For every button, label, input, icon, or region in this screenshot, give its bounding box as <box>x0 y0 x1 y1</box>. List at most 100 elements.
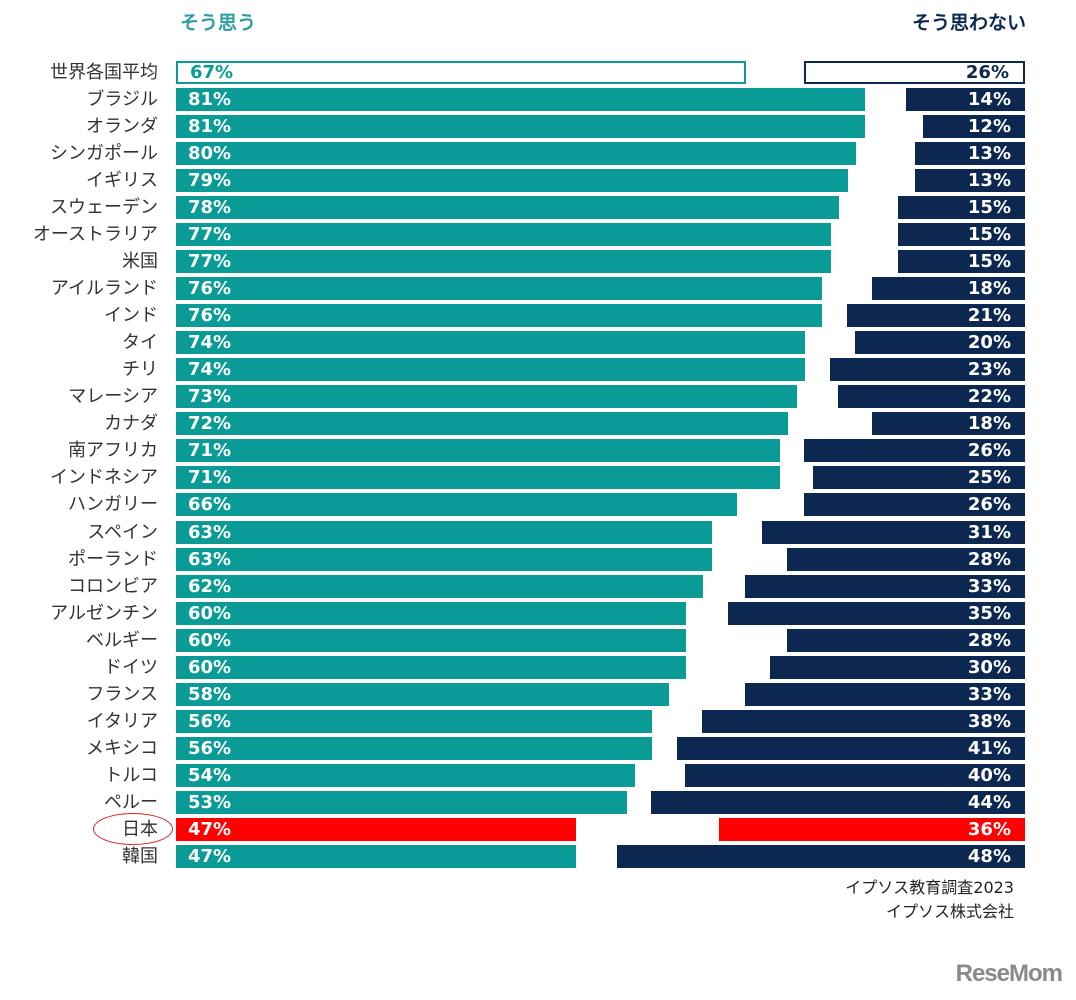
disagree-bar: 23% <box>829 358 1025 382</box>
agree-bar: 47% <box>176 844 576 868</box>
agree-value-label: 60% <box>188 629 232 651</box>
category-label: マレーシア <box>68 386 158 408</box>
agree-value-label: 67% <box>190 62 234 83</box>
disagree-bar: 41% <box>676 736 1025 760</box>
disagree-bar: 13% <box>914 142 1025 166</box>
disagree-bar: 36% <box>719 817 1025 841</box>
agree-bar: 77% <box>176 250 831 274</box>
category-label: 韓国 <box>122 845 158 867</box>
disagree-value-label: 15% <box>967 197 1011 219</box>
agree-bar: 47% <box>176 817 576 841</box>
diverging-bar-chart: 世界各国平均 67% 26% ブラジル 81% 14% オランダ 81% 12% シンガポール 80… <box>33 61 1025 868</box>
agree-value-label: 77% <box>188 251 232 273</box>
agree-value-label: 78% <box>188 197 232 219</box>
disagree-value-label: 38% <box>967 710 1011 732</box>
category-label: 世界各国平均 <box>50 62 158 83</box>
agree-bar: 54% <box>176 763 635 787</box>
disagree-value-label: 44% <box>967 791 1011 813</box>
disagree-bar: 30% <box>770 655 1025 679</box>
agree-bar: 56% <box>176 709 652 733</box>
category-label: アルゼンチン <box>50 602 158 624</box>
agree-value-label: 54% <box>188 764 232 786</box>
agree-bar: 72% <box>176 412 788 436</box>
agree-value-label: 79% <box>188 170 232 192</box>
agree-bar: 77% <box>176 223 831 247</box>
agree-value-label: 60% <box>188 602 232 624</box>
category-label: ペルー <box>104 791 158 813</box>
disagree-bar: 28% <box>787 628 1025 652</box>
disagree-value-label: 25% <box>967 467 1011 489</box>
disagree-value-label: 12% <box>967 116 1011 138</box>
disagree-bar: 26% <box>804 493 1025 517</box>
agree-value-label: 63% <box>188 521 232 543</box>
agree-value-label: 71% <box>188 440 232 462</box>
disagree-value-label: 33% <box>967 683 1011 705</box>
disagree-value-label: 36% <box>967 818 1011 840</box>
agree-value-label: 76% <box>188 278 232 300</box>
category-label: スウェーデン <box>50 197 158 219</box>
disagree-value-label: 30% <box>967 656 1011 678</box>
disagree-bar: 15% <box>897 223 1025 247</box>
agree-bar: 71% <box>176 439 780 463</box>
category-label: トルコ <box>104 764 158 786</box>
agree-bar: 78% <box>176 196 839 220</box>
disagree-bar: 48% <box>617 844 1025 868</box>
disagree-value-label: 33% <box>967 575 1011 597</box>
disagree-bar: 26% <box>804 439 1025 463</box>
category-label: オランダ <box>86 116 158 138</box>
category-label: ブラジル <box>86 89 158 111</box>
disagree-value-label: 35% <box>967 602 1011 624</box>
agree-bar: 80% <box>176 142 856 166</box>
category-label: ベルギー <box>86 629 158 651</box>
agree-value-label: 63% <box>188 548 232 570</box>
disagree-value-label: 48% <box>967 845 1011 867</box>
agree-bar: 60% <box>176 601 686 625</box>
disagree-value-label: 15% <box>967 251 1011 273</box>
category-label: 米国 <box>122 251 158 273</box>
disagree-value-label: 40% <box>967 764 1011 786</box>
agree-bar: 63% <box>176 547 712 571</box>
disagree-bar: 38% <box>702 709 1025 733</box>
japan-highlight-circle <box>93 813 173 845</box>
disagree-value-label: 18% <box>967 278 1011 300</box>
disagree-value-label: 26% <box>965 62 1009 83</box>
agree-bar: 76% <box>176 304 822 328</box>
disagree-bar: 44% <box>651 790 1025 814</box>
agree-value-label: 53% <box>188 791 232 813</box>
category-label: タイ <box>122 332 158 354</box>
source-line-1: イプソス教育調査2023 <box>845 878 1014 897</box>
disagree-value-label: 26% <box>967 494 1011 516</box>
header-disagree: そう思わない <box>911 12 1026 34</box>
category-label: カナダ <box>104 413 158 435</box>
agree-value-label: 58% <box>188 683 232 705</box>
disagree-bar: 26% <box>804 61 1025 84</box>
disagree-bar: 13% <box>914 169 1025 193</box>
agree-bar: 63% <box>176 520 712 544</box>
disagree-value-label: 28% <box>967 629 1011 651</box>
disagree-bar: 14% <box>906 88 1025 112</box>
category-label: ドイツ <box>104 656 158 678</box>
disagree-value-label: 26% <box>967 440 1011 462</box>
disagree-bar: 20% <box>855 331 1025 355</box>
category-label: コロンビア <box>68 575 158 597</box>
disagree-bar: 35% <box>727 601 1025 625</box>
source-line-2: イプソス株式会社 <box>885 902 1014 921</box>
agree-value-label: 76% <box>188 305 232 327</box>
disagree-bar: 25% <box>812 466 1025 490</box>
agree-value-label: 77% <box>188 224 232 246</box>
disagree-value-label: 14% <box>967 89 1011 111</box>
category-label: 南アフリカ <box>68 440 158 462</box>
category-label: シンガポール <box>50 143 158 165</box>
category-label: ポーランド <box>68 548 158 570</box>
agree-bar: 74% <box>176 331 805 355</box>
disagree-value-label: 23% <box>967 359 1011 381</box>
disagree-value-label: 41% <box>967 737 1011 759</box>
disagree-value-label: 13% <box>967 170 1011 192</box>
disagree-bar: 31% <box>761 520 1025 544</box>
disagree-value-label: 15% <box>967 224 1011 246</box>
disagree-bar: 28% <box>787 547 1025 571</box>
disagree-bar: 18% <box>872 412 1025 436</box>
agree-value-label: 47% <box>188 818 232 840</box>
agree-bar: 67% <box>176 61 746 84</box>
disagree-bar: 21% <box>846 304 1025 328</box>
